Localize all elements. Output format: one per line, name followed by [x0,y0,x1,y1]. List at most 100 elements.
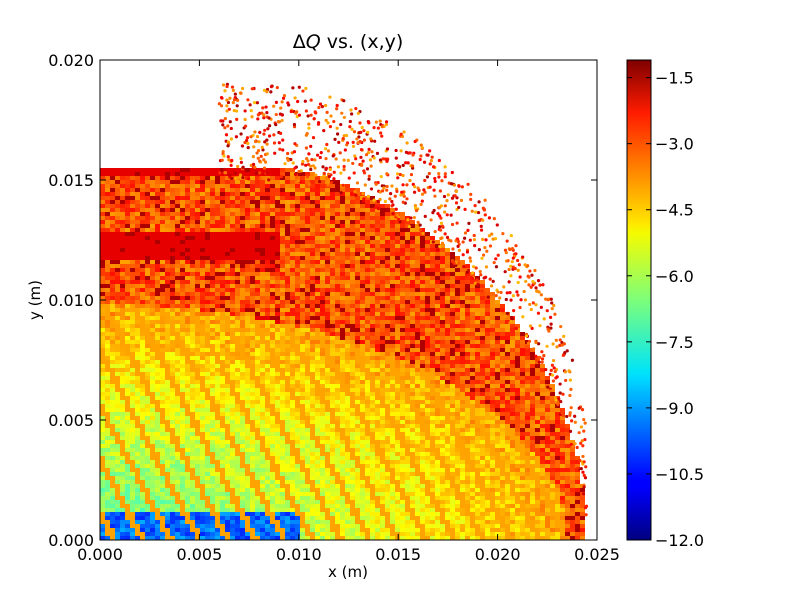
heatmap-cell [285,204,290,208]
heatmap-cell [315,476,320,480]
heatmap-cell [290,456,295,460]
heatmap-cell [210,496,215,500]
heatmap-cell [135,216,140,220]
heatmap-cell [290,256,295,260]
heatmap-cell [265,284,270,288]
heatmap-cell [190,236,195,240]
heatmap-cell [290,436,295,440]
heatmap-cell [190,404,195,408]
heatmap-cell [205,532,210,536]
heatmap-cell [265,180,270,184]
heatmap-cell [295,364,300,368]
heatmap-cell [240,348,245,352]
heatmap-cell [260,320,265,324]
heatmap-cell [250,196,255,200]
heatmap-cell [215,496,220,500]
heatmap-cell [150,384,155,388]
heatmap-cell [125,304,130,308]
heatmap-cell [275,488,280,492]
heatmap-cell [135,484,140,488]
heatmap-cell [310,356,315,360]
heatmap-cell [225,316,230,320]
heatmap-cell [110,372,115,376]
heatmap-cell [280,276,285,280]
heatmap-cell [320,232,325,236]
heatmap-cell [155,340,160,344]
heatmap-cell [200,232,205,236]
heatmap-cell [280,356,285,360]
heatmap-cell [245,284,250,288]
heatmap-cell [200,400,205,404]
heatmap-cell [180,204,185,208]
heatmap-cell [250,392,255,396]
heatmap-cell [235,180,240,184]
heatmap-cell [155,496,160,500]
heatmap-cell [185,392,190,396]
heatmap-cell [250,260,255,264]
heatmap-cell [360,376,365,380]
heatmap-cell [185,296,190,300]
heatmap-cell [235,260,240,264]
heatmap-cell [245,224,250,228]
heatmap-cell [190,252,195,256]
heatmap-cell [235,504,240,508]
heatmap-cell [275,236,280,240]
heatmap-cell [195,432,200,436]
heatmap-cell [220,460,225,464]
heatmap-cell [320,472,325,476]
heatmap-cell [300,396,305,400]
heatmap-cell [235,244,240,248]
heatmap-cell [185,536,190,540]
heatmap-cell [215,224,220,228]
heatmap-cell [115,396,120,400]
heatmap-cell [295,300,300,304]
heatmap-cell [295,452,300,456]
heatmap-cell [185,232,190,236]
heatmap-cell [260,324,265,328]
heatmap-cell [335,456,340,460]
heatmap-cell [340,416,345,420]
heatmap-cell [260,260,265,264]
heatmap-cell [150,220,155,224]
heatmap-cell [265,208,270,212]
heatmap-cell [195,484,200,488]
heatmap-cell [360,260,365,264]
heatmap-cell [315,336,320,340]
heatmap-cell [195,240,200,244]
heatmap-cell [310,228,315,232]
heatmap-cell [230,304,235,308]
heatmap-cell [230,220,235,224]
heatmap-cell [265,400,270,404]
heatmap-cell [155,204,160,208]
heatmap-cell [280,220,285,224]
heatmap-cell [135,512,140,516]
heatmap-cell [135,500,140,504]
heatmap-cell [315,432,320,436]
heatmap-cell [165,240,170,244]
heatmap-cell [330,472,335,476]
heatmap-cell [315,300,320,304]
heatmap-cell [300,428,305,432]
heatmap-cell [130,496,135,500]
heatmap-cell [265,376,270,380]
heatmap-cell [275,248,280,252]
heatmap-cell [175,352,180,356]
heatmap-cell [105,340,110,344]
heatmap-cell [340,384,345,388]
heatmap-cell [130,464,135,468]
heatmap-cell [190,380,195,384]
heatmap-cell [370,244,375,248]
heatmap-cell [135,376,140,380]
heatmap-cell [190,172,195,176]
heatmap-cell [275,392,280,396]
heatmap-cell [250,432,255,436]
heatmap-cell [175,252,180,256]
heatmap-cell [135,444,140,448]
heatmap-cell [140,188,145,192]
heatmap-cell [340,292,345,296]
heatmap-cell [155,480,160,484]
heatmap-cell [190,168,195,172]
heatmap-cell [285,276,290,280]
heatmap-cell [275,316,280,320]
heatmap-cell [140,280,145,284]
